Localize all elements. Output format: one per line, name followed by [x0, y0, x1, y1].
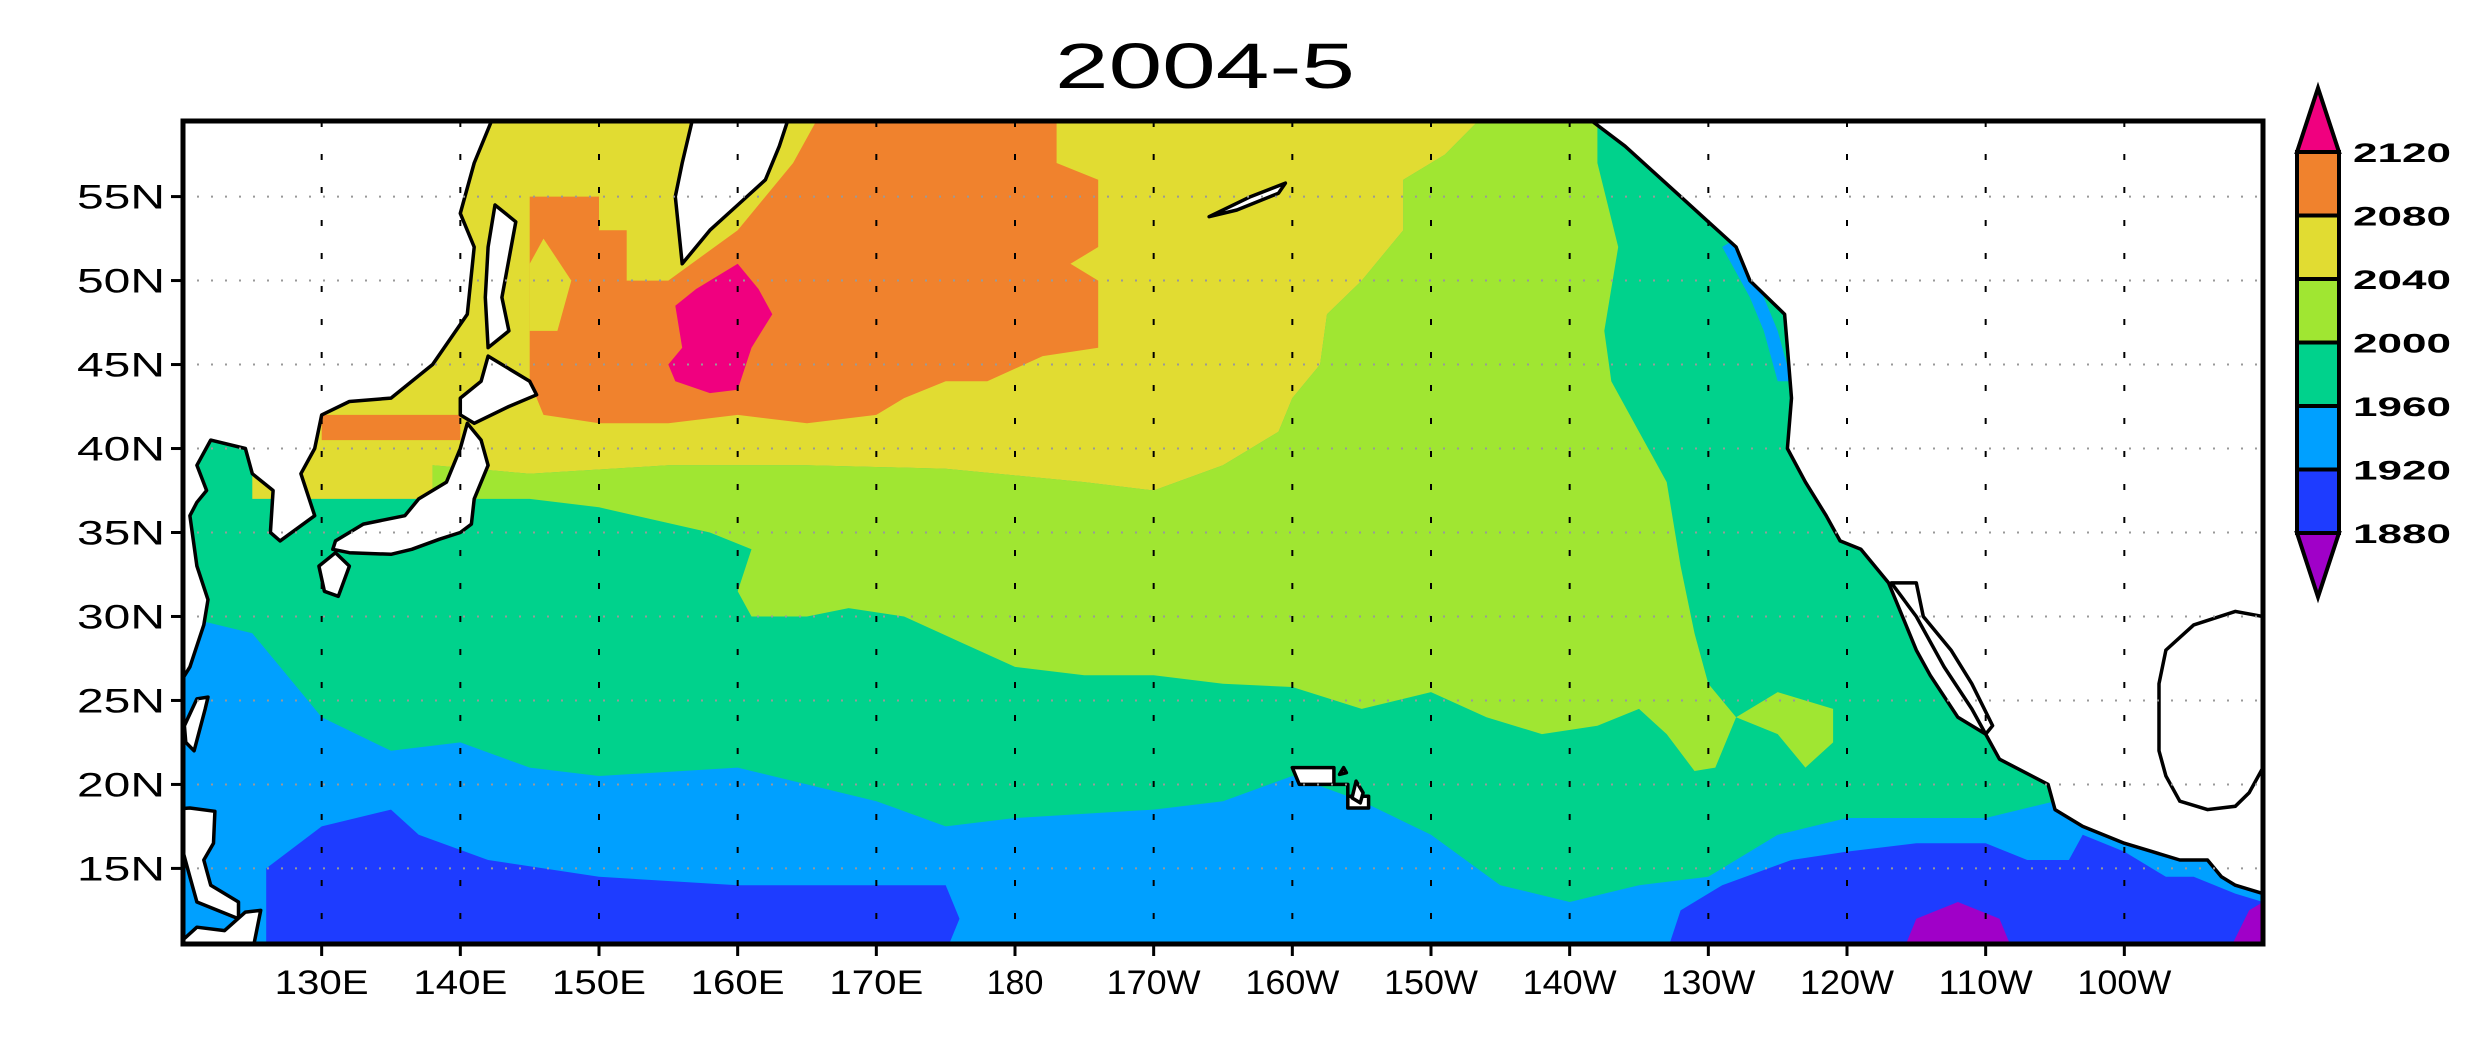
- colorbar: 1880 1920 1960 2000 2040 2080 2120: [2294, 81, 2451, 604]
- colorbar-label: 2080: [2353, 202, 2451, 232]
- lat-tick-label: 55N: [77, 179, 165, 217]
- asia-mainland: [183, 121, 494, 682]
- band-1880-1920-east: [1669, 834, 2263, 944]
- colorbar-segment: [2295, 277, 2341, 345]
- colorbar-lower-triangle: [2294, 531, 2342, 604]
- lat-tick-label: 30N: [77, 598, 165, 636]
- lon-tick-label: 140E: [413, 964, 507, 1002]
- colorbar-label: 1880: [2353, 519, 2451, 549]
- map-plot-area: [183, 121, 2263, 944]
- lon-tick-label: 150W: [1384, 964, 1478, 1002]
- hawaii-big-island: [1350, 779, 1365, 805]
- band-below-1880-b: [2232, 902, 2263, 944]
- colorbar-label: 2120: [2353, 138, 2451, 168]
- lon-tick-label: 130W: [1661, 964, 1755, 1002]
- band-below-1880-a: [1905, 902, 2010, 944]
- colorbar-label: 1960: [2353, 392, 2451, 422]
- band-2080-2120-west: [321, 414, 461, 441]
- kamchatka: [673, 121, 790, 266]
- colorbar-segment: [2295, 467, 2341, 535]
- lon-tick-label: 120W: [1800, 964, 1894, 1002]
- lat-tick-label: 25N: [77, 682, 165, 720]
- honshu: [331, 421, 490, 557]
- band-2000-2040: [432, 121, 1834, 771]
- lon-tick-label: 160E: [691, 964, 785, 1002]
- lat-tick-label: 50N: [77, 263, 165, 301]
- colorbar-label: 2000: [2353, 329, 2451, 359]
- band-2080-2120: [529, 121, 1099, 424]
- lon-tick-label: 160W: [1245, 964, 1339, 1002]
- lon-tick-label: 140W: [1523, 964, 1617, 1002]
- lon-tick-label: 170E: [829, 964, 923, 1002]
- colorbar-label: 1920: [2353, 456, 2451, 486]
- lon-tick-label: 170W: [1107, 964, 1201, 1002]
- colorbar-segment: [2295, 150, 2341, 218]
- contour-fills: [183, 121, 2263, 944]
- philippines-south: [183, 908, 263, 944]
- colorbar-segment: [2295, 213, 2341, 281]
- lat-tick-label: 15N: [77, 850, 165, 888]
- gulf-of-mexico-coast: [2157, 609, 2263, 812]
- gridlines: [183, 121, 2263, 944]
- map-title: 2004-5: [1055, 30, 1355, 102]
- axis-ticks: 15N 20N 25N 30N 35N 40N 45N 50N 55N 130E 140E 150E 1…: [77, 179, 2171, 1002]
- lon-tick-label: 110W: [1939, 964, 2033, 1002]
- aleutian-islands: [1207, 181, 1288, 219]
- lon-tick-label: 130E: [275, 964, 369, 1002]
- lat-tick-label: 35N: [77, 515, 165, 553]
- lon-tick-label: 100W: [2077, 964, 2171, 1002]
- land-masks: [183, 121, 2263, 944]
- lat-tick-label: 40N: [77, 431, 165, 469]
- kyushu: [317, 550, 352, 599]
- band-1920-1960-coastal: [1722, 238, 1792, 382]
- band-2040-2080-pocket: [529, 238, 572, 331]
- lon-tick-label: 150E: [552, 964, 646, 1002]
- sakhalin: [483, 203, 518, 350]
- band-1880-1920-west: [266, 809, 960, 944]
- lon-tick-label: 180: [987, 964, 1044, 1002]
- baja-california: [1889, 581, 1995, 736]
- north-america: [1588, 121, 2263, 896]
- colorbar-segment: [2295, 404, 2341, 472]
- lat-tick-label: 45N: [77, 347, 165, 385]
- lat-tick-label: 20N: [77, 766, 165, 804]
- colorbar-segment: [2295, 340, 2341, 408]
- colorbar-upper-triangle: [2294, 81, 2342, 154]
- maui: [1337, 765, 1349, 777]
- philippines-luzon: [183, 806, 241, 921]
- hokkaido: [458, 354, 539, 426]
- colorbar-label: 2040: [2353, 265, 2451, 295]
- band-above-2120: [668, 263, 773, 394]
